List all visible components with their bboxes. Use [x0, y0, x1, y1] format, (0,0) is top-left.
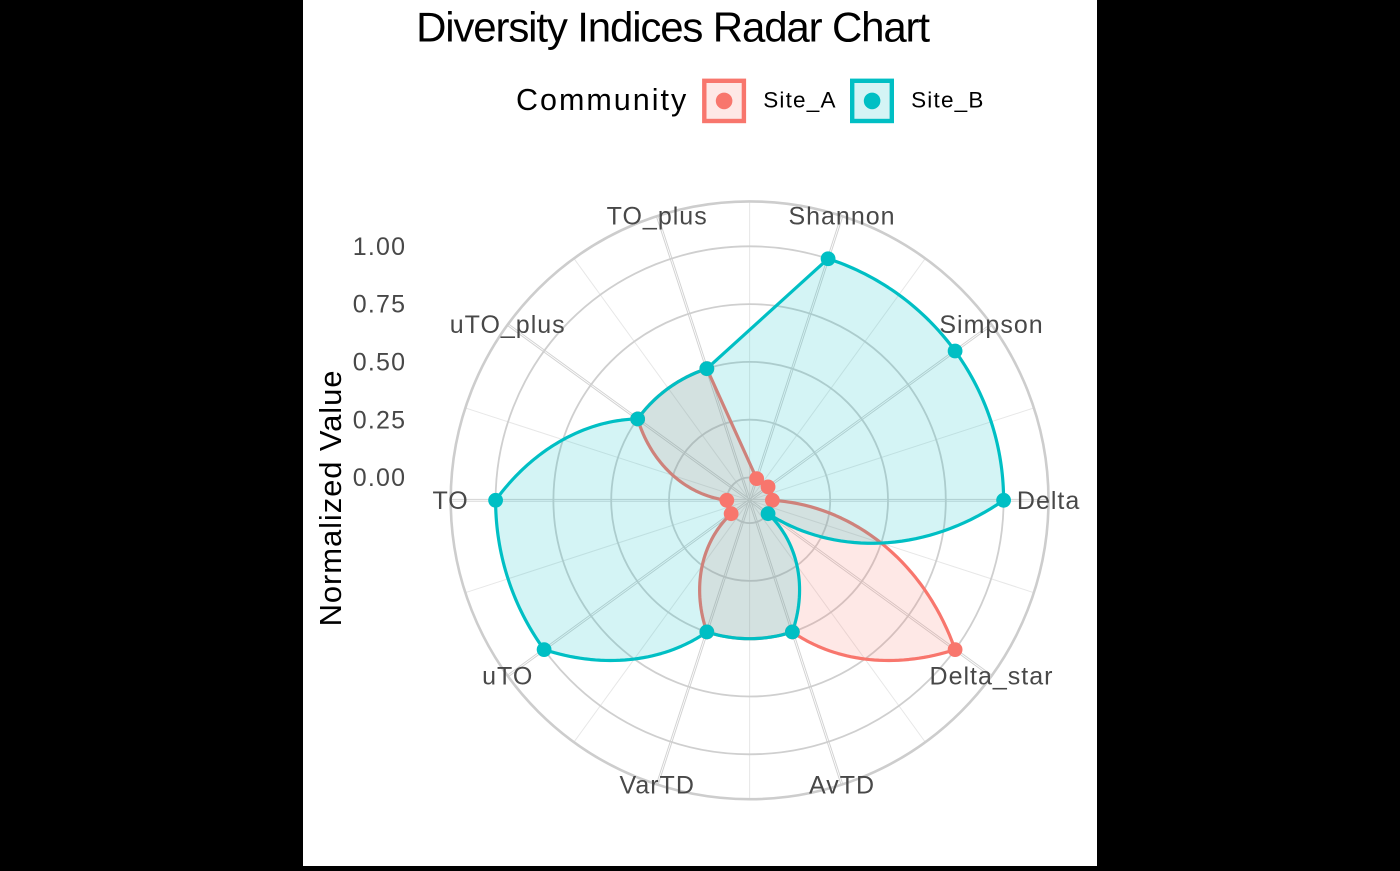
svg-text:0.25: 0.25: [353, 406, 406, 434]
svg-text:Delta_star: Delta_star: [930, 663, 1054, 691]
svg-text:Simpson: Simpson: [939, 311, 1043, 339]
svg-text:Diversity Indices Radar Chart: Diversity Indices Radar Chart: [416, 3, 930, 50]
svg-text:uTO: uTO: [482, 663, 533, 691]
svg-text:Community: Community: [516, 83, 688, 117]
svg-text:0.00: 0.00: [353, 464, 406, 492]
svg-text:0.50: 0.50: [353, 348, 406, 376]
svg-text:uTO_plus: uTO_plus: [450, 311, 566, 339]
svg-text:VarTD: VarTD: [620, 771, 695, 799]
svg-text:Site_A: Site_A: [763, 87, 837, 112]
svg-text:1.00: 1.00: [353, 233, 406, 261]
svg-text:Delta: Delta: [1017, 487, 1080, 515]
svg-text:0.75: 0.75: [353, 291, 406, 319]
svg-text:Normalized Value: Normalized Value: [313, 370, 348, 627]
svg-text:TO: TO: [432, 487, 468, 515]
svg-text:TO_plus: TO_plus: [607, 203, 708, 231]
svg-text:Shannon: Shannon: [788, 203, 895, 231]
svg-text:Site_B: Site_B: [911, 87, 985, 112]
svg-text:AvTD: AvTD: [809, 771, 875, 799]
